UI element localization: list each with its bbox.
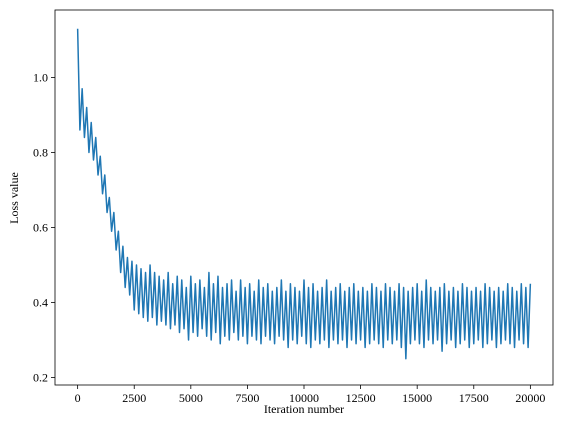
x-tick-label: 10000 bbox=[289, 391, 319, 405]
x-tick-label: 12500 bbox=[346, 391, 376, 405]
x-tick-label: 15000 bbox=[402, 391, 432, 405]
y-tick-label: 0.8 bbox=[33, 146, 48, 160]
y-tick-label: 0.4 bbox=[33, 296, 48, 310]
x-axis-label: Iteration number bbox=[264, 402, 344, 416]
x-tick-label: 17500 bbox=[459, 391, 489, 405]
y-tick-label: 0.2 bbox=[33, 371, 48, 385]
x-tick-label: 0 bbox=[75, 391, 81, 405]
y-tick-label: 0.6 bbox=[33, 221, 48, 235]
x-tick-label: 20000 bbox=[515, 391, 545, 405]
y-tick-label: 1.0 bbox=[33, 71, 48, 85]
x-tick-label: 5000 bbox=[179, 391, 203, 405]
y-axis-label: Loss value bbox=[7, 172, 21, 224]
loss-line bbox=[76, 28, 532, 360]
x-tick-label: 2500 bbox=[122, 391, 146, 405]
x-tick-label: 7500 bbox=[235, 391, 259, 405]
